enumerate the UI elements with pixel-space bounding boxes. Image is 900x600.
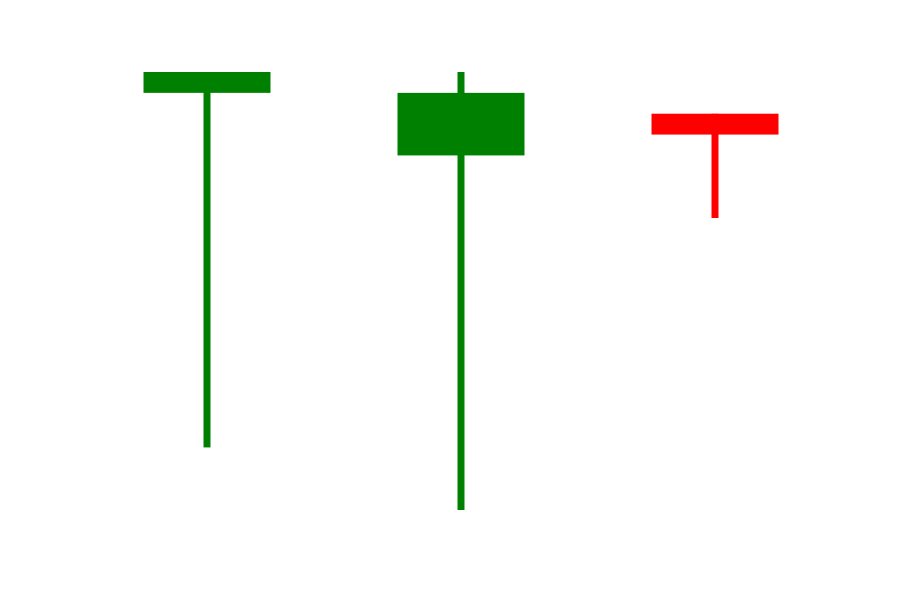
candle-3 xyxy=(651,113,779,218)
candle-2-body xyxy=(397,92,525,156)
candle-3-wick xyxy=(711,113,719,218)
candle-3-body xyxy=(651,113,779,135)
candle-1 xyxy=(143,72,271,448)
candle-2 xyxy=(397,72,525,510)
candle-1-body xyxy=(143,72,271,93)
candle-2-wick xyxy=(457,72,465,510)
candle-1-wick xyxy=(203,72,211,448)
candles-layer xyxy=(143,72,779,510)
